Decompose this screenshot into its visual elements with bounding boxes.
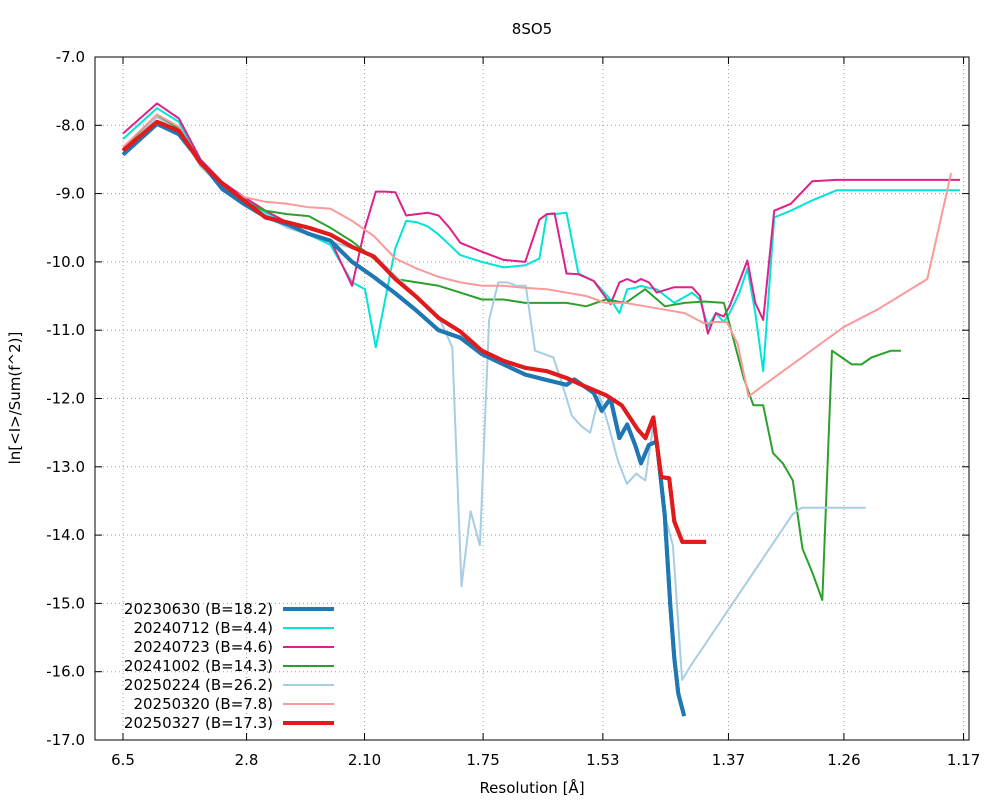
- legend-label: 20250327 (B=17.3): [124, 714, 273, 732]
- legend-label: 20230630 (B=18.2): [124, 600, 273, 618]
- x-tick-label: 1.26: [827, 751, 860, 769]
- series-line-7-top: [121, 119, 707, 544]
- axis-ticks: -7.0 -8.0 -9.0 -10.0 -11.0 -12.0 -13.0 -14.0 -15…: [46, 48, 980, 769]
- y-tick-label: -12.0: [46, 390, 85, 408]
- y-tick-label: -15.0: [46, 594, 85, 612]
- legend-label: 20250320 (B=7.8): [133, 695, 273, 713]
- y-tick-label: -11.0: [46, 321, 85, 339]
- series-line-6: [122, 113, 953, 398]
- y-tick-label: -7.0: [56, 48, 85, 66]
- legend: 20230630 (B=18.2)20240712 (B=4.4)2024072…: [124, 600, 334, 732]
- x-tick-label: 1.75: [466, 751, 499, 769]
- legend-label: 20240723 (B=4.6): [133, 638, 273, 656]
- legend-label: 20241002 (B=14.3): [124, 657, 273, 675]
- y-tick-label: -8.0: [56, 116, 85, 134]
- x-tick-label: 2.10: [348, 751, 381, 769]
- y-tick-label: -14.0: [46, 526, 85, 544]
- series-line-3: [122, 102, 960, 335]
- x-axis-label: Resolution [Å]: [479, 778, 584, 797]
- x-tick-label: 1.37: [712, 751, 745, 769]
- legend-label: 20240712 (B=4.4): [133, 619, 273, 637]
- x-tick-label: 6.5: [111, 751, 135, 769]
- y-tick-label: -9.0: [56, 185, 85, 203]
- series-line-7: [121, 119, 707, 544]
- y-tick-label: -10.0: [46, 253, 85, 271]
- x-tick-label: 1.17: [947, 751, 980, 769]
- y-tick-label: -17.0: [46, 731, 85, 749]
- series-line-4: [122, 115, 901, 601]
- x-tick-label: 2.8: [235, 751, 259, 769]
- series-lines: [121, 102, 960, 717]
- y-axis-label: ln[<I>/Sum(f^2)]: [6, 332, 24, 465]
- y-tick-label: -16.0: [46, 663, 85, 681]
- y-tick-label: -13.0: [46, 458, 85, 476]
- x-tick-label: 1.53: [586, 751, 619, 769]
- chart-title: 8SO5: [512, 20, 552, 38]
- series-line-5: [122, 116, 866, 681]
- legend-label: 20250224 (B=26.2): [124, 676, 273, 694]
- series-line-2: [122, 107, 960, 373]
